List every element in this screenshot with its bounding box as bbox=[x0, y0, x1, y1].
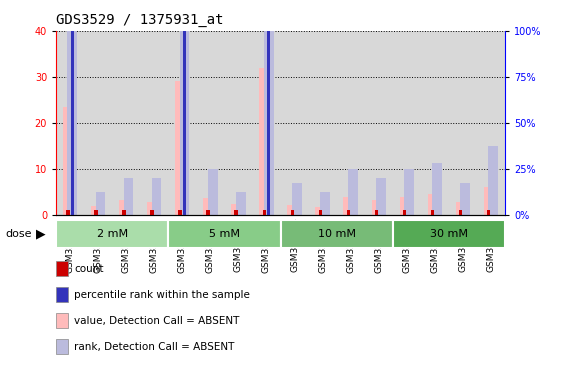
Bar bbox=[66, 210, 70, 215]
Bar bbox=[119, 200, 129, 215]
Bar bbox=[404, 169, 414, 215]
Bar bbox=[399, 197, 410, 215]
Bar bbox=[347, 210, 350, 215]
Bar bbox=[263, 210, 266, 215]
Bar bbox=[484, 187, 494, 215]
Bar bbox=[456, 202, 466, 215]
Bar bbox=[488, 146, 498, 215]
Bar bbox=[348, 169, 358, 215]
Bar bbox=[431, 210, 434, 215]
Bar bbox=[91, 206, 101, 215]
Bar bbox=[287, 205, 297, 215]
Bar bbox=[147, 202, 157, 215]
Bar bbox=[208, 169, 218, 215]
Bar bbox=[315, 207, 325, 215]
Bar bbox=[375, 210, 378, 215]
Bar bbox=[319, 210, 322, 215]
Bar bbox=[123, 178, 134, 215]
Bar bbox=[427, 194, 438, 215]
Text: value, Detection Call = ABSENT: value, Detection Call = ABSENT bbox=[74, 316, 240, 326]
Bar bbox=[168, 220, 280, 248]
Bar bbox=[203, 197, 213, 215]
Bar bbox=[459, 210, 462, 215]
Text: 30 mM: 30 mM bbox=[430, 229, 468, 239]
Bar bbox=[267, 19, 270, 215]
Bar bbox=[122, 210, 126, 215]
Text: dose: dose bbox=[6, 229, 32, 239]
Text: rank, Detection Call = ABSENT: rank, Detection Call = ABSENT bbox=[74, 342, 234, 352]
Text: 2 mM: 2 mM bbox=[96, 229, 128, 239]
Bar bbox=[175, 81, 185, 215]
Text: count: count bbox=[74, 264, 104, 274]
Bar bbox=[183, 19, 186, 215]
Bar bbox=[343, 197, 353, 215]
Text: percentile rank within the sample: percentile rank within the sample bbox=[74, 290, 250, 300]
Bar bbox=[432, 163, 442, 215]
Bar bbox=[94, 210, 98, 215]
Bar bbox=[320, 192, 330, 215]
Text: 10 mM: 10 mM bbox=[318, 229, 356, 239]
Bar bbox=[236, 192, 246, 215]
Bar bbox=[151, 178, 162, 215]
Bar bbox=[95, 192, 105, 215]
Bar bbox=[206, 210, 210, 215]
Bar bbox=[71, 31, 74, 215]
Bar bbox=[393, 220, 505, 248]
Bar bbox=[150, 210, 154, 215]
Bar bbox=[231, 204, 241, 215]
Bar bbox=[460, 183, 470, 215]
Text: GDS3529 / 1375931_at: GDS3529 / 1375931_at bbox=[56, 13, 224, 27]
Bar bbox=[56, 220, 168, 248]
Text: 5 mM: 5 mM bbox=[209, 229, 240, 239]
Bar bbox=[403, 210, 406, 215]
Bar bbox=[487, 210, 490, 215]
Bar bbox=[178, 210, 182, 215]
Bar bbox=[63, 107, 73, 215]
Bar bbox=[371, 200, 381, 215]
Bar bbox=[180, 28, 190, 215]
Bar bbox=[67, 31, 77, 215]
Bar bbox=[292, 183, 302, 215]
Bar bbox=[291, 210, 294, 215]
Text: ▶: ▶ bbox=[36, 227, 46, 240]
Bar bbox=[280, 220, 393, 248]
Bar bbox=[264, 19, 274, 215]
Bar bbox=[234, 210, 238, 215]
Bar bbox=[376, 178, 386, 215]
Bar bbox=[259, 68, 269, 215]
